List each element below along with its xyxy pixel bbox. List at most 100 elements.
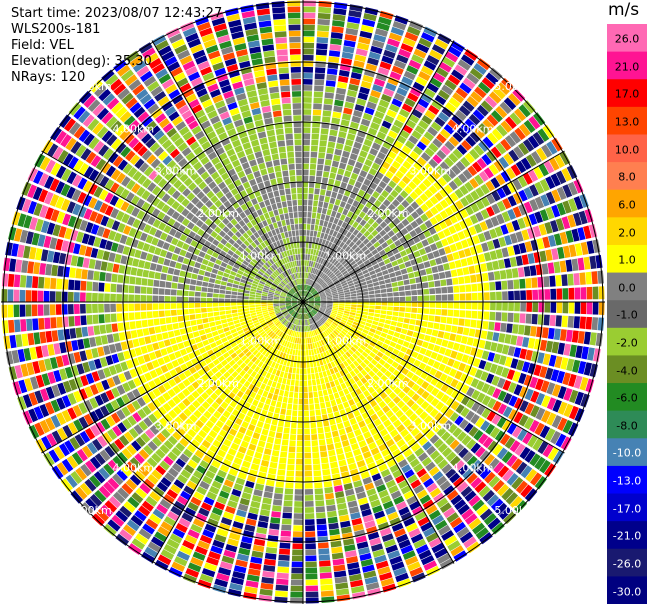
ppi-gate	[341, 439, 350, 448]
ppi-gate	[243, 486, 253, 495]
ppi-gate	[340, 330, 347, 336]
ppi-gate	[372, 549, 385, 558]
ppi-gate	[470, 378, 480, 388]
ppi-gate	[344, 246, 351, 253]
ppi-gate	[431, 44, 446, 55]
ppi-gate	[209, 354, 217, 361]
ppi-gate	[311, 349, 315, 356]
ppi-gate	[243, 305, 249, 309]
ppi-gate	[279, 542, 291, 549]
ppi-gate	[321, 408, 327, 415]
ppi-gate	[260, 582, 274, 590]
ppi-gate	[126, 403, 136, 414]
ppi-gate	[186, 394, 196, 403]
ppi-gate	[227, 321, 235, 327]
ppi-gate	[146, 311, 153, 319]
ppi-gate	[318, 201, 324, 208]
ppi-gate	[273, 493, 283, 500]
ppi-gate	[332, 294, 339, 297]
ppi-gate	[320, 189, 326, 196]
ppi-gate	[319, 279, 324, 285]
ppi-gate	[319, 292, 326, 296]
ppi-gate	[420, 203, 429, 213]
ppi-gate	[265, 417, 272, 425]
ppi-gate	[155, 367, 164, 376]
ppi-gate	[421, 239, 429, 247]
ppi-gate	[405, 119, 417, 129]
ppi-gate	[246, 319, 253, 324]
ppi-gate	[328, 135, 337, 143]
ppi-gate	[383, 88, 395, 97]
ppi-gate	[373, 478, 384, 487]
ppi-gate	[89, 493, 103, 507]
ppi-gate	[271, 381, 277, 388]
ppi-gate	[511, 268, 519, 278]
ppi-gate	[259, 280, 266, 285]
ppi-gate	[208, 429, 218, 439]
ppi-gate	[337, 502, 347, 510]
ppi-gate	[308, 297, 314, 300]
ppi-gate	[29, 376, 39, 390]
ppi-gate	[143, 417, 153, 428]
ppi-gate	[179, 233, 188, 242]
ppi-gate	[311, 310, 316, 315]
ppi-gate	[382, 433, 392, 443]
ppi-gate	[503, 511, 517, 525]
ppi-gate	[393, 331, 401, 338]
ppi-gate	[295, 343, 299, 350]
ppi-gate	[425, 461, 436, 472]
ppi-gate	[519, 386, 529, 398]
ppi-gate	[379, 527, 392, 537]
ppi-gate	[136, 210, 146, 220]
ppi-gate	[470, 190, 480, 201]
ppi-gate	[206, 332, 213, 339]
ppi-gate	[303, 145, 310, 152]
ppi-gate	[315, 55, 327, 62]
ppi-gate	[316, 37, 329, 44]
ppi-gate	[267, 352, 273, 360]
ppi-gate	[292, 296, 298, 300]
ppi-gate	[509, 112, 522, 126]
ppi-gate	[393, 119, 404, 129]
ppi-gate	[369, 294, 375, 298]
ppi-gate	[98, 303, 104, 313]
ppi-gate	[413, 250, 421, 258]
ppi-gate	[455, 241, 463, 251]
ppi-gate	[233, 565, 247, 574]
ppi-gate	[434, 280, 441, 287]
ppi-gate	[408, 135, 419, 145]
ppi-gate	[514, 302, 520, 312]
ppi-gate	[276, 572, 289, 579]
ppi-gate	[374, 136, 384, 146]
ppi-gate	[282, 319, 287, 325]
ppi-gate	[310, 422, 317, 429]
ppi-gate	[411, 506, 424, 516]
ppi-gate	[488, 91, 502, 104]
ppi-gate	[403, 70, 416, 81]
ppi-gate	[462, 451, 474, 463]
ppi-gate	[267, 294, 274, 298]
ppi-gate	[107, 459, 119, 472]
ppi-gate	[201, 352, 209, 360]
ppi-gate	[512, 88, 526, 102]
ppi-gate	[375, 185, 384, 194]
ppi-gate	[489, 363, 498, 374]
ppi-gate	[346, 22, 360, 30]
ppi-gate	[146, 457, 158, 468]
ppi-gate	[135, 436, 146, 448]
ppi-gate	[146, 303, 153, 311]
ppi-gate	[280, 445, 288, 452]
ppi-gate	[530, 472, 543, 486]
ppi-gate	[364, 348, 372, 355]
ppi-gate	[303, 169, 309, 176]
ppi-gate	[370, 324, 378, 330]
ppi-gate	[388, 212, 397, 221]
ppi-gate	[71, 340, 79, 351]
ppi-gate	[60, 183, 71, 197]
ppi-gate	[173, 479, 185, 490]
ppi-gate	[490, 177, 501, 189]
ppi-gate	[489, 311, 496, 321]
ppi-gate	[293, 305, 299, 309]
ppi-gate	[313, 249, 317, 256]
ppi-gate	[221, 276, 229, 282]
